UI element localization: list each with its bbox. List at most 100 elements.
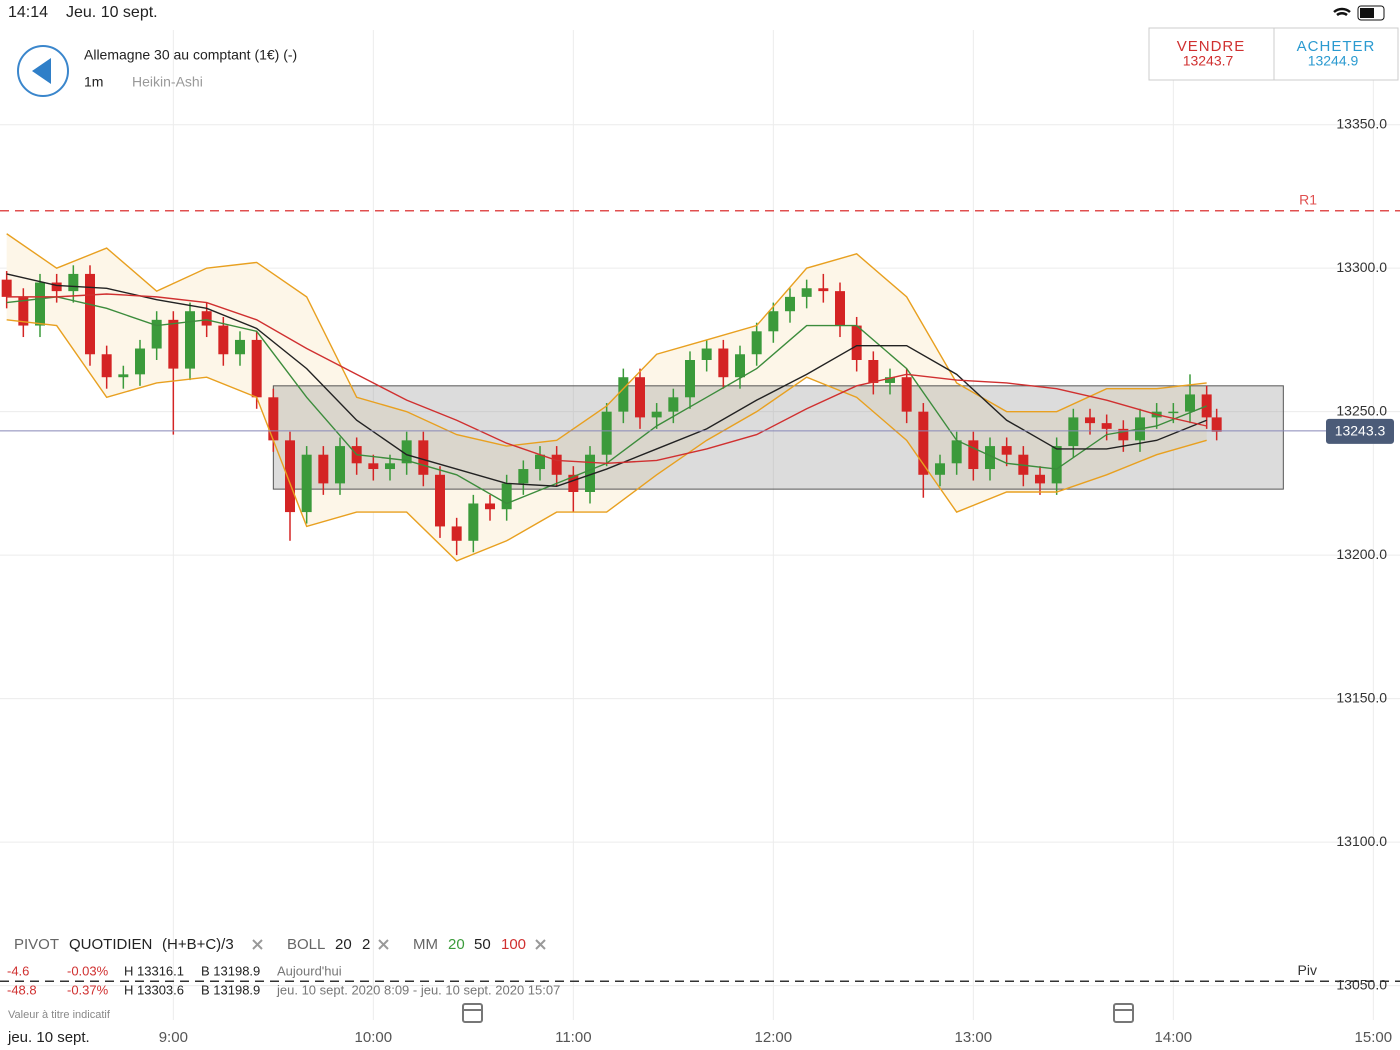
x-tick-label: 10:00 — [355, 1029, 393, 1046]
sell-price[interactable]: 13243.7 — [1183, 53, 1234, 69]
interval[interactable]: 1m — [84, 74, 103, 90]
wifi-icon — [1333, 7, 1351, 17]
indicator-line — [6, 293, 1207, 465]
candle-body — [301, 454, 312, 513]
battery-icon — [1357, 5, 1385, 21]
candle-body — [168, 319, 179, 369]
candle-body — [985, 446, 995, 470]
candle-body — [335, 446, 345, 484]
candle-body — [1211, 417, 1222, 432]
last-price-box — [1326, 418, 1394, 444]
y-tick-label: 13250.0 — [1336, 402, 1387, 418]
back-button[interactable] — [17, 45, 69, 97]
candle-body — [585, 454, 595, 492]
y-tick-label: 13100.0 — [1336, 833, 1387, 849]
axis-date: jeu. 10 sept. — [7, 1029, 90, 1046]
candle-body — [751, 331, 762, 355]
calendar-icon[interactable] — [1113, 1003, 1134, 1023]
candle-body — [1201, 394, 1212, 418]
candle-body — [435, 474, 445, 527]
candle-body — [51, 282, 62, 292]
mm-label: MM — [413, 936, 438, 953]
pivot-label: PIVOT — [14, 936, 59, 953]
quote-box: VENDRE 13243.7 ACHETER 13244.9 — [1148, 27, 1399, 81]
mm-period: 20 — [448, 936, 465, 953]
period: Aujourd'hui — [277, 963, 342, 978]
candle-body — [601, 411, 612, 455]
candle-body — [1, 279, 12, 297]
candle-body — [568, 474, 579, 492]
y-tick-label: 13050.0 — [1336, 976, 1387, 992]
period: jeu. 10 sept. 2020 8:09 - jeu. 10 sept. … — [276, 982, 560, 997]
candle-body — [368, 463, 379, 470]
candle-body — [668, 397, 679, 412]
candle-body — [885, 377, 895, 383]
high: H 13303.6 — [124, 982, 184, 997]
candle-body — [118, 374, 129, 378]
candle-body — [151, 319, 162, 349]
x-tick-label: 9:00 — [159, 1029, 188, 1046]
x-tick-label: 11:00 — [555, 1029, 591, 1046]
candle-body — [235, 339, 245, 355]
candle-body — [268, 397, 279, 441]
calendar-icon[interactable] — [462, 1003, 483, 1023]
candle-body — [1085, 417, 1095, 424]
indicator-line — [6, 273, 1207, 487]
x-tick-label: 13:00 — [955, 1029, 993, 1046]
indicator-line — [6, 233, 1207, 447]
candle-body — [1051, 446, 1062, 484]
candle-body — [801, 288, 812, 297]
remove-pivot[interactable] — [252, 939, 263, 950]
change: -48.8 — [7, 982, 37, 997]
indicator-legend: PIVOT QUOTIDIEN (H+B+C)/3 BOLL 20 2 MM 2… — [7, 936, 560, 1046]
candle-body — [535, 454, 545, 470]
remove-mm[interactable] — [535, 939, 546, 950]
calendar-frame[interactable] — [1113, 1003, 1134, 1023]
chart-style[interactable]: Heikin-Ashi — [132, 74, 203, 90]
change-pct: -0.03% — [67, 963, 109, 978]
low: B 13198.9 — [201, 982, 260, 997]
last-price-label: 13243.3 — [1335, 423, 1386, 439]
candle-body — [968, 440, 979, 470]
candle-body — [385, 463, 395, 470]
boll-period: 20 — [335, 936, 352, 953]
candle-body — [901, 377, 912, 412]
candle-body — [835, 291, 845, 326]
candle-body — [701, 348, 712, 360]
y-tick-label: 13150.0 — [1336, 689, 1387, 705]
clock: 14:14 — [8, 4, 48, 21]
candle-body — [1035, 474, 1045, 484]
candle-body — [185, 311, 195, 369]
candle-body — [935, 463, 945, 475]
x-tick-label: 14:00 — [1155, 1029, 1193, 1046]
boll-dev: 2 — [362, 936, 370, 953]
buy-price[interactable]: 13244.9 — [1308, 53, 1359, 69]
date: Jeu. 10 sept. — [66, 4, 158, 21]
boll-label: BOLL — [287, 936, 325, 953]
pivot-level-label: R1 — [1299, 191, 1317, 207]
candle-body — [618, 377, 629, 412]
pivot-formula: (H+B+C)/3 — [162, 936, 234, 953]
candle-body — [735, 354, 745, 378]
candle-body — [768, 311, 779, 332]
candle-body — [418, 440, 429, 475]
candle-body — [135, 348, 145, 375]
candle-body — [468, 503, 479, 541]
candle-body — [85, 273, 95, 355]
candle-body — [651, 411, 662, 418]
candle-body — [851, 325, 862, 360]
y-tick-label: 13300.0 — [1336, 259, 1387, 275]
remove-boll[interactable] — [378, 939, 389, 950]
indicator-line — [6, 319, 1207, 562]
x-tick-label: 15:00 — [1355, 1029, 1393, 1046]
calendar-frame[interactable] — [462, 1003, 483, 1023]
candle-body — [918, 411, 929, 475]
candle-body — [501, 483, 512, 510]
back-arrow[interactable] — [32, 58, 51, 84]
candle-body — [401, 440, 412, 464]
sell-label[interactable]: VENDRE — [1177, 38, 1246, 55]
buy-label[interactable]: ACHETER — [1297, 38, 1376, 55]
candle-body — [451, 526, 462, 541]
candle-body — [318, 454, 329, 484]
